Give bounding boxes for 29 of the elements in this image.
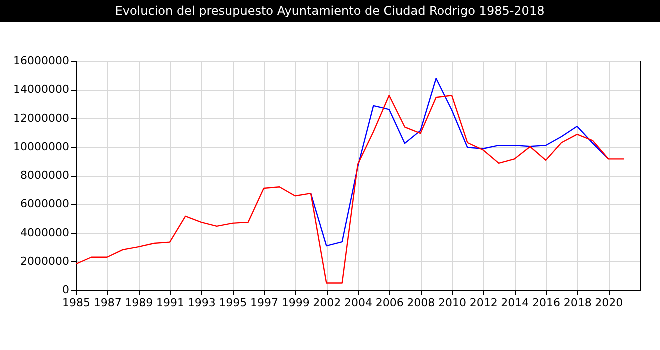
y-tick-label: 16000000 [14,54,70,68]
x-tick-label: 1999 [282,296,310,310]
x-tick-label: 1997 [250,296,278,310]
y-tick-label: 0 [62,284,70,296]
y-tick-label: 8000000 [20,169,70,182]
x-tick-label: 1995 [219,296,248,310]
x-tick-label: 2006 [376,296,404,310]
x-tick-label: 1991 [156,296,184,310]
x-tick-label: 1985 [62,296,90,310]
y-tick-label: 14000000 [14,83,70,96]
y-tick-label: 12000000 [14,112,70,125]
x-tick-label: 2008 [407,296,436,310]
x-tick-label: 2012 [470,296,498,310]
x-tick-label: 1987 [94,296,122,310]
x-tick-label: 1989 [125,296,154,310]
x-tick-label: 1993 [188,296,216,310]
y-tick-label: 10000000 [14,140,70,154]
x-tick-label: 2020 [595,296,624,310]
chart-title: Evolucion del presupuesto Ayuntamiento de Ciudad Rodrigo 1985-2018 [115,4,545,18]
x-tick-label: 2010 [438,296,466,310]
x-tick-label: 2002 [313,296,342,310]
y-tick-label: 2000000 [20,254,70,268]
y-tick-label: 4000000 [20,226,70,240]
x-tick-label: 2018 [564,296,592,310]
line-series [76,95,625,284]
x-tick-label: 2014 [501,296,530,310]
x-tick-label: 2016 [532,296,560,310]
y-tick-label: 6000000 [20,198,70,211]
x-tick-label: 2004 [344,296,372,310]
